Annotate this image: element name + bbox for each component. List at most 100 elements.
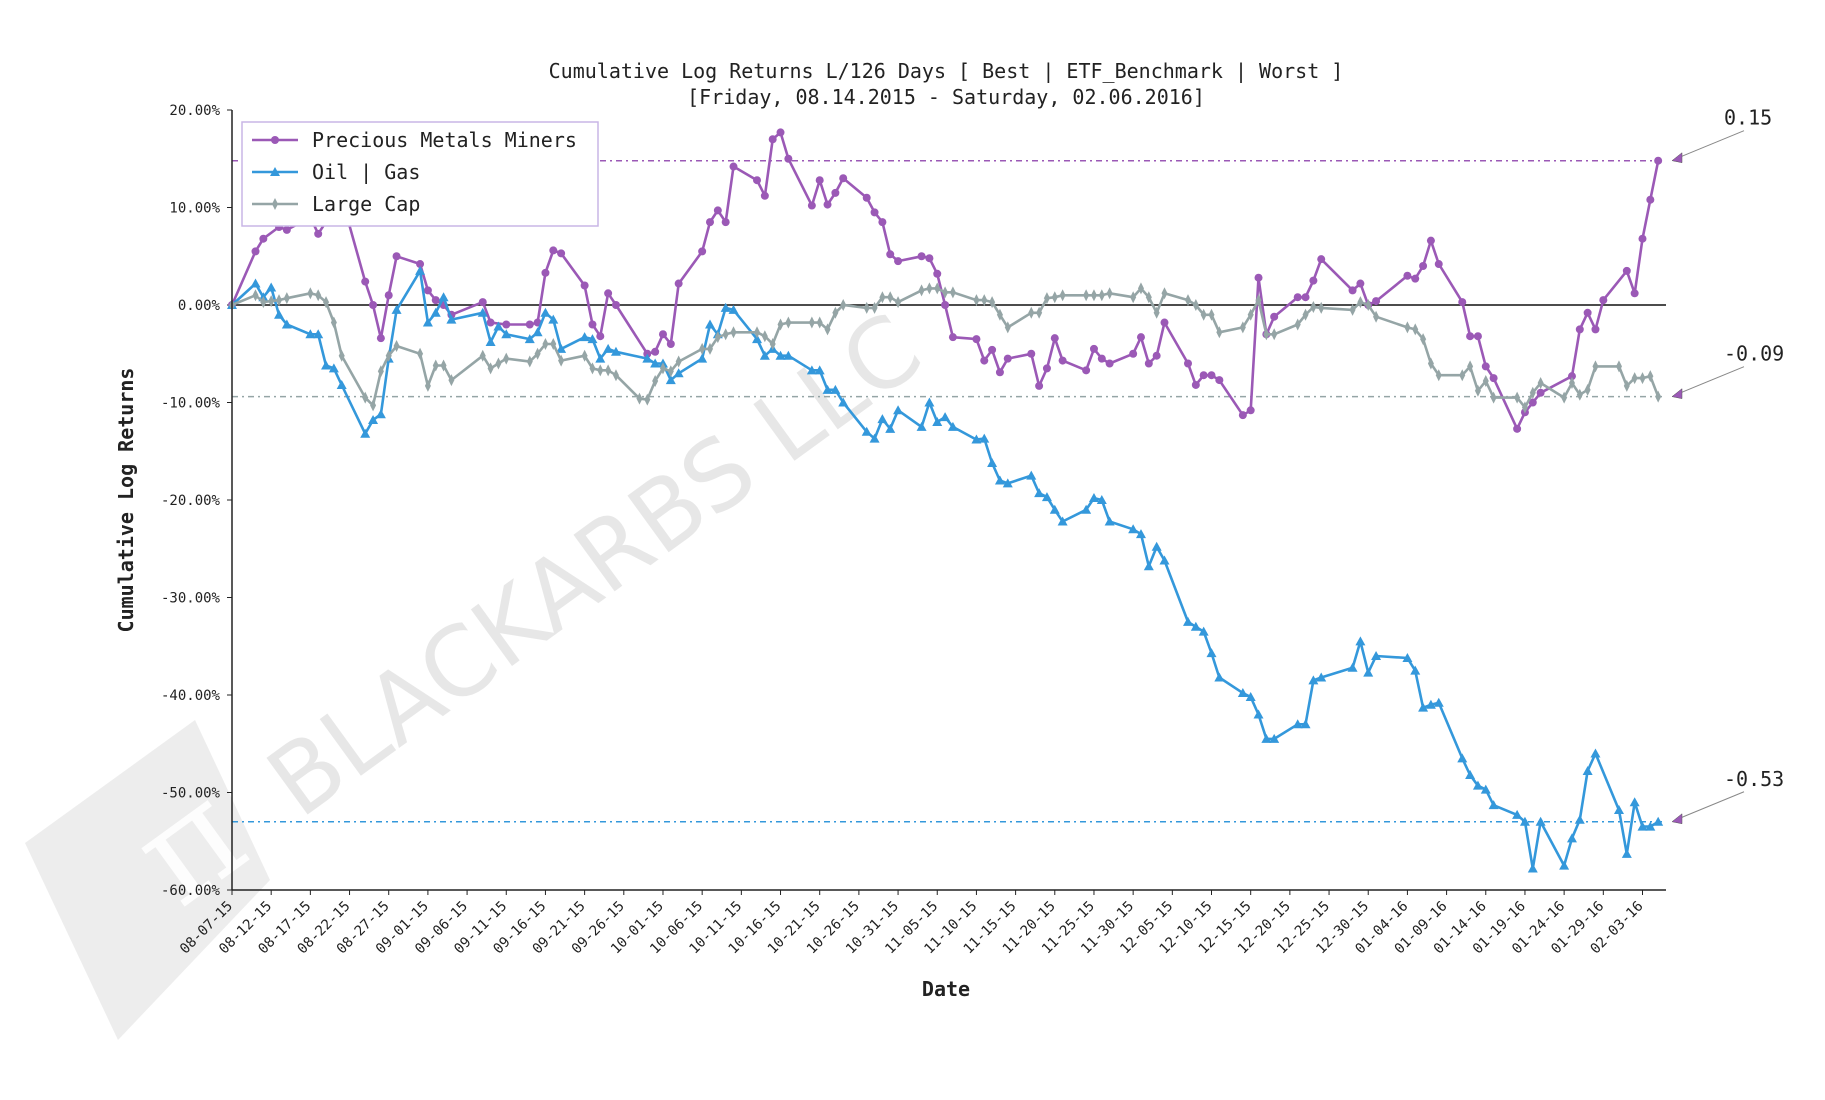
data-point-oil-gas xyxy=(1206,648,1217,658)
data-point-precious-metals-miners xyxy=(666,340,675,348)
data-point-large-cap xyxy=(707,342,713,355)
data-point-precious-metals-miners xyxy=(807,201,816,210)
data-point-precious-metals-miners xyxy=(776,128,785,137)
data-point-precious-metals-miners xyxy=(1317,255,1326,264)
data-point-precious-metals-miners xyxy=(933,269,942,278)
data-point-large-cap xyxy=(1631,372,1638,385)
data-point-large-cap xyxy=(1561,391,1568,404)
data-point-precious-metals-miners xyxy=(1466,332,1475,341)
data-point-precious-metals-miners xyxy=(1411,274,1420,283)
data-point-large-cap xyxy=(652,375,659,388)
data-point-large-cap xyxy=(761,330,768,343)
data-point-precious-metals-miners xyxy=(423,286,432,295)
data-point-oil-gas xyxy=(994,475,1005,485)
series-oil-gas xyxy=(227,265,1664,873)
data-point-oil-gas xyxy=(1308,675,1319,685)
data-point-large-cap xyxy=(260,296,267,309)
data-point-oil-gas xyxy=(415,265,426,275)
data-point-oil-gas xyxy=(806,365,817,375)
data-point-large-cap xyxy=(370,399,377,412)
data-point-large-cap xyxy=(1098,289,1105,302)
data-point-large-cap xyxy=(895,296,902,309)
data-point-large-cap xyxy=(863,301,870,314)
data-point-large-cap xyxy=(785,316,792,329)
y-axis-label: Cumulative Log Returns xyxy=(114,368,138,633)
data-point-oil-gas xyxy=(1159,555,1170,565)
y-tick-label: 10.00% xyxy=(169,201,220,217)
data-point-oil-gas xyxy=(556,343,567,353)
data-point-large-cap xyxy=(1263,328,1270,341)
data-point-precious-metals-miners xyxy=(1082,366,1091,375)
data-point-oil-gas xyxy=(728,304,739,314)
data-point-oil-gas xyxy=(321,360,332,370)
data-point-oil-gas xyxy=(1088,493,1099,503)
data-point-oil-gas xyxy=(783,350,794,360)
data-point-large-cap xyxy=(871,301,878,314)
data-point-precious-metals-miners xyxy=(948,333,957,342)
data-point-large-cap xyxy=(777,318,784,331)
data-point-large-cap xyxy=(824,323,831,336)
data-point-oil-gas xyxy=(720,302,731,312)
data-point-precious-metals-miners xyxy=(1638,234,1647,243)
data-point-large-cap xyxy=(1200,308,1207,321)
data-point-precious-metals-miners xyxy=(972,335,981,344)
data-point-oil-gas xyxy=(1637,821,1648,831)
data-point-large-cap xyxy=(714,331,721,344)
data-point-large-cap xyxy=(1365,299,1372,311)
data-point-large-cap xyxy=(417,347,424,360)
y-tick-label: -50.00% xyxy=(161,786,221,802)
y-tick-label: -40.00% xyxy=(161,688,221,704)
data-point-large-cap xyxy=(942,286,949,299)
data-point-precious-metals-miners xyxy=(611,301,620,309)
data-point-oil-gas xyxy=(1590,748,1601,758)
data-point-oil-gas xyxy=(1645,821,1656,831)
data-point-large-cap xyxy=(362,391,369,404)
data-point-large-cap xyxy=(283,292,290,305)
data-point-precious-metals-miners xyxy=(251,247,260,256)
data-point-precious-metals-miners xyxy=(478,298,487,307)
data-point-large-cap xyxy=(1208,308,1215,321)
data-point-precious-metals-miners xyxy=(1246,406,1255,415)
data-point-large-cap xyxy=(276,294,283,307)
data-point-oil-gas xyxy=(493,321,504,331)
data-point-precious-metals-miners xyxy=(870,208,879,217)
data-point-large-cap xyxy=(1655,390,1662,403)
data-point-large-cap xyxy=(769,338,776,350)
data-point-precious-metals-miners xyxy=(1301,293,1310,302)
data-point-precious-metals-miners xyxy=(588,320,597,329)
data-point-large-cap xyxy=(1310,300,1317,313)
x-axis-ticks: 08-07-1508-12-1508-17-1508-22-1508-27-15… xyxy=(177,890,1646,957)
data-point-oil-gas xyxy=(1566,833,1577,843)
data-point-precious-metals-miners xyxy=(1630,289,1639,298)
data-point-precious-metals-miners xyxy=(925,254,934,263)
data-point-precious-metals-miners xyxy=(1129,349,1138,358)
data-point-large-cap xyxy=(1271,328,1278,341)
data-point-large-cap xyxy=(1373,310,1380,323)
data-point-large-cap xyxy=(926,282,933,295)
data-point-precious-metals-miners xyxy=(1489,374,1498,383)
data-point-oil-gas xyxy=(759,350,770,360)
data-point-large-cap xyxy=(330,316,337,329)
data-point-precious-metals-miners xyxy=(862,193,871,202)
y-axis-ticks: -60.00% -50.00% -40.00% -30.00% -20.00% -10.0… xyxy=(161,103,232,899)
legend-label-oil-gas: Oil | Gas xyxy=(312,160,420,184)
data-point-precious-metals-miners xyxy=(557,249,566,258)
annotation-arrowhead-large-cap xyxy=(1671,388,1683,399)
annotation-label-oil-gas: -0.53 xyxy=(1724,767,1784,791)
data-point-oil-gas xyxy=(932,417,943,426)
data-point-precious-metals-miners xyxy=(886,250,895,259)
data-point-large-cap xyxy=(1623,379,1630,392)
data-point-precious-metals-miners xyxy=(1599,296,1608,305)
data-point-large-cap xyxy=(887,291,894,304)
data-point-oil-gas xyxy=(861,426,872,436)
data-point-large-cap xyxy=(1490,391,1497,404)
data-point-oil-gas xyxy=(1559,860,1570,870)
data-point-precious-metals-miners xyxy=(1144,359,1153,368)
data-point-precious-metals-miners xyxy=(1567,372,1576,381)
data-point-oil-gas xyxy=(1261,733,1272,743)
data-point-precious-metals-miners xyxy=(1199,371,1208,380)
data-point-oil-gas xyxy=(250,278,261,288)
data-point-large-cap xyxy=(808,316,815,329)
data-point-large-cap xyxy=(424,379,431,392)
data-point-precious-metals-miners xyxy=(1473,332,1482,341)
